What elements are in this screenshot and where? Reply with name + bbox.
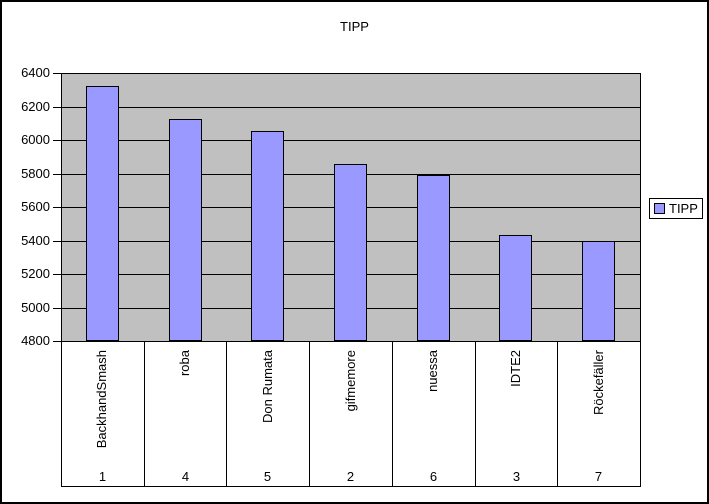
- y-axis-tick: [53, 308, 61, 309]
- y-axis-tick: [53, 107, 61, 108]
- legend: TIPP: [649, 198, 703, 219]
- y-axis-tick-label: 5000: [21, 300, 50, 315]
- category-separator: [61, 341, 62, 487]
- category-separator: [640, 341, 641, 487]
- category-label: BackhandSmash: [94, 350, 109, 449]
- category-label: gifmemore: [343, 350, 358, 412]
- y-axis-tick: [53, 140, 61, 141]
- y-axis-tick-label: 5200: [21, 266, 50, 281]
- y-axis-tick: [53, 241, 61, 242]
- category-label: nuessa: [425, 350, 440, 392]
- category-group-label: 3: [512, 469, 521, 484]
- y-axis-tick: [53, 274, 61, 275]
- bar-idte2: [499, 235, 532, 341]
- y-axis-tick: [53, 73, 61, 74]
- y-axis-tick: [53, 174, 61, 175]
- category-separator: [226, 341, 227, 487]
- y-axis-tick-label: 4800: [21, 333, 50, 348]
- y-axis-tick: [53, 207, 61, 208]
- gridline: [62, 107, 640, 108]
- y-axis-tick-label: 6200: [21, 99, 50, 114]
- chart-title: TIPP: [340, 19, 369, 34]
- category-group-label: 4: [181, 469, 190, 484]
- bar-röckefäller: [582, 241, 615, 341]
- y-axis-tick-label: 6000: [21, 132, 50, 147]
- category-group-label: 7: [594, 469, 603, 484]
- category-group-label: 5: [263, 469, 272, 484]
- y-axis-tick: [53, 341, 61, 342]
- bar-nuessa: [417, 175, 450, 341]
- category-separator: [309, 341, 310, 487]
- category-group-label: 6: [429, 469, 438, 484]
- y-axis-tick-label: 5600: [21, 199, 50, 214]
- category-separator: [475, 341, 476, 487]
- category-separator: [144, 341, 145, 487]
- category-separator: [557, 341, 558, 487]
- bar-gifmemore: [334, 164, 367, 341]
- category-group-label: 2: [346, 469, 355, 484]
- category-label: Röckefäller: [591, 350, 606, 416]
- y-axis-tick-label: 6400: [21, 65, 50, 80]
- category-label: IDTE2: [508, 350, 523, 387]
- category-group-label: 1: [98, 469, 107, 484]
- category-separator: [392, 341, 393, 487]
- bar-backhandsmash: [86, 86, 119, 341]
- legend-series-marker-icon: [654, 203, 665, 214]
- y-axis-tick-label: 5800: [21, 166, 50, 181]
- gridline: [62, 140, 640, 141]
- legend-series-label: TIPP: [669, 201, 698, 216]
- bar-roba: [169, 119, 202, 341]
- category-label: Don Rumata: [260, 350, 275, 423]
- category-label: roba: [177, 350, 192, 377]
- bar-don-rumata: [251, 131, 284, 341]
- category-axis-bottom-line: [61, 486, 641, 487]
- y-axis-tick-label: 5400: [21, 233, 50, 248]
